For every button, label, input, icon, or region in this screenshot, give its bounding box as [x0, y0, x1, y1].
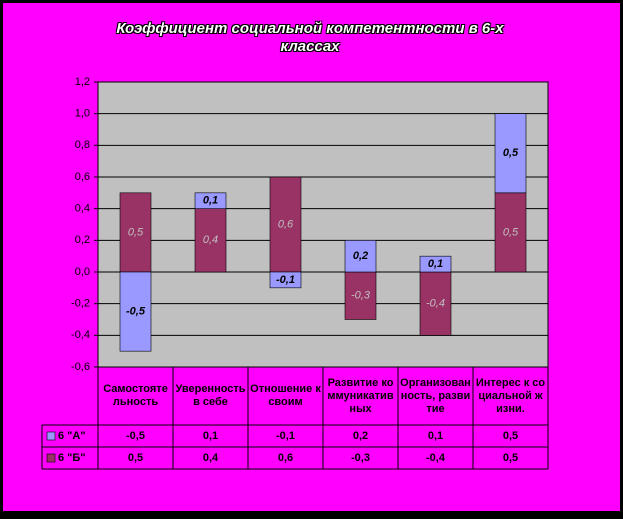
bar-segment — [419, 271, 452, 336]
bar-segment — [119, 271, 152, 352]
y-tick-label: 0,6 — [75, 171, 90, 183]
table-value: 0,1 — [428, 430, 443, 442]
data-label: -0,4 — [426, 298, 445, 310]
y-tick-label: -0,2 — [71, 298, 90, 310]
bar-segment — [344, 240, 377, 273]
bar-segment — [269, 271, 302, 289]
y-tick-label: 1,2 — [75, 76, 90, 88]
table-value: 0,5 — [503, 452, 518, 464]
category-cell: Самостоятельность — [103, 383, 168, 408]
table-value: 0,6 — [278, 452, 293, 464]
data-label: -0,5 — [126, 305, 146, 317]
data-label: 0,5 — [128, 226, 144, 238]
table-value: 0,4 — [203, 452, 219, 464]
y-tick-label: 0,4 — [75, 203, 90, 215]
x-tick-label: Интерес к социальной жизни. — [475, 376, 546, 415]
y-tick-label: 0,8 — [75, 139, 90, 151]
table-value: -0,4 — [426, 452, 446, 464]
bar-segment — [494, 113, 527, 194]
category-cell: Отношение к своим — [250, 383, 321, 408]
data-label: 0,1 — [428, 258, 443, 270]
category-cell: Интерес к социальной жизни. — [475, 376, 546, 415]
y-tick-label: 0,0 — [75, 266, 90, 278]
bar-segment — [344, 271, 377, 320]
table-value: 0,5 — [128, 452, 143, 464]
x-tick-label: Самостоятельность — [103, 383, 168, 408]
bar-segment — [194, 192, 227, 209]
y-tick-label: -0,6 — [71, 361, 90, 373]
data-label: 0,5 — [503, 147, 519, 159]
legend-label: 6 "Б" — [58, 452, 86, 464]
y-tick-label: 1,0 — [75, 108, 90, 120]
legend-swatch — [46, 453, 56, 463]
plot-area — [98, 82, 548, 367]
table-value: 0,1 — [203, 430, 218, 442]
x-tick-label: Уверенность в себе — [175, 383, 246, 408]
data-label: -0,1 — [276, 274, 295, 286]
bar-segment — [419, 255, 452, 273]
category-cell: Развитие коммуникативных — [327, 376, 394, 415]
bar-segment — [194, 208, 227, 273]
y-tick-label: -0,4 — [71, 329, 90, 341]
category-cell: Организованность, развитие — [400, 376, 471, 415]
legend-label: 6 "А" — [58, 430, 86, 442]
x-tick-label: Отношение к своим — [250, 383, 321, 408]
x-tick-label: Организованность, развитие — [400, 376, 471, 415]
y-tick-label: 0,2 — [75, 234, 90, 246]
data-label: 0,2 — [353, 250, 368, 262]
data-label: 0,1 — [203, 195, 218, 207]
table-value: -0,5 — [126, 430, 145, 442]
table-value: 0,5 — [503, 430, 518, 442]
data-label: 0,6 — [278, 218, 294, 230]
data-label: -0,3 — [351, 290, 371, 302]
bar-segment — [494, 192, 527, 273]
chart-title: Коэффициент социальной компетентности в … — [116, 20, 504, 55]
table-value: -0,1 — [276, 430, 295, 442]
data-label: 0,5 — [503, 226, 519, 238]
data-label: 0,4 — [203, 234, 218, 246]
legend-swatch — [46, 431, 56, 441]
table-value: 0,2 — [353, 430, 368, 442]
category-cell: Уверенность в себе — [175, 383, 246, 408]
table-value: -0,3 — [351, 452, 370, 464]
x-tick-label: Развитие коммуникативных — [327, 376, 394, 415]
title-box: Коэффициент социальной компетентности в … — [116, 20, 504, 55]
bar-segment — [119, 192, 152, 273]
bar-segment — [269, 176, 302, 273]
